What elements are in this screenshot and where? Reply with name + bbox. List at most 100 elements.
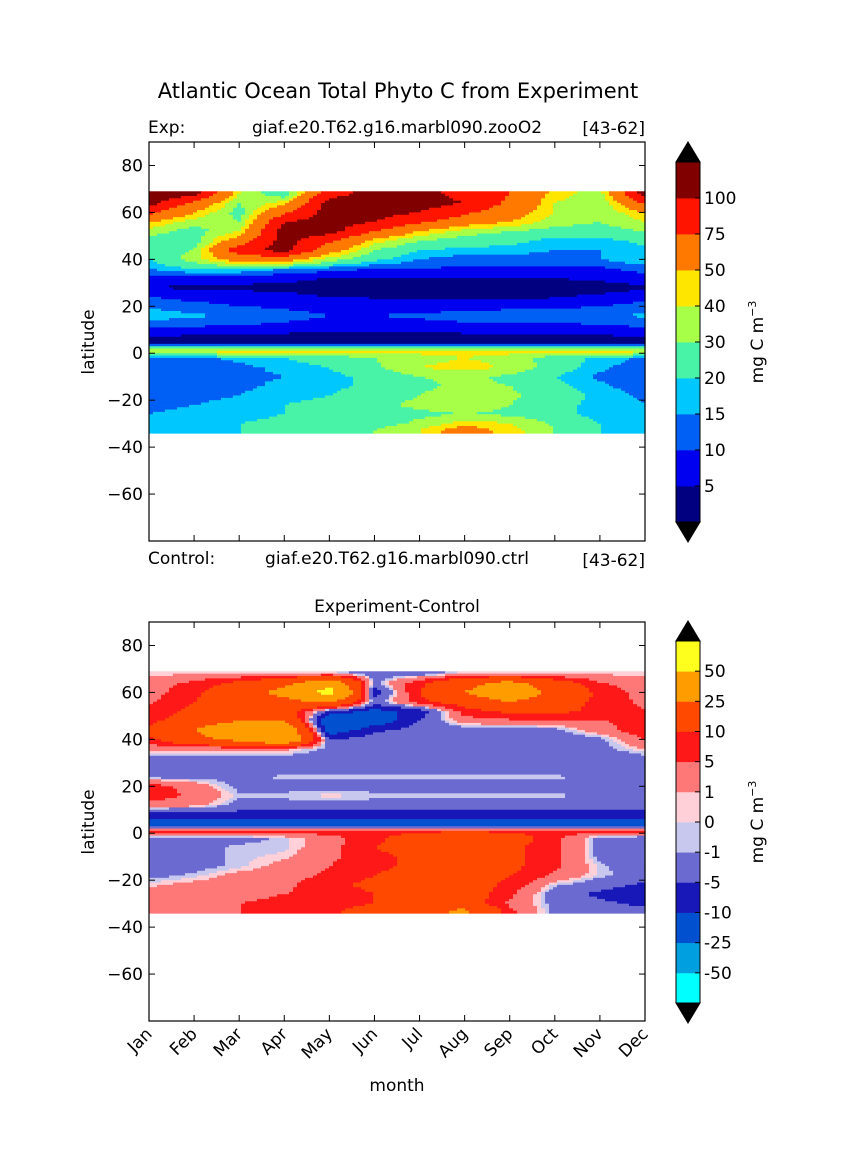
bottom-contour-cell <box>561 863 590 867</box>
top-contour-cell <box>273 273 646 277</box>
bottom-contour-cell <box>545 896 598 900</box>
bottom-contour-cell <box>601 737 610 740</box>
bottom-contour-cell <box>333 861 398 865</box>
bottom-contour-cell <box>293 854 342 858</box>
top-contour-cell <box>389 313 634 317</box>
top-contour-cell <box>569 383 610 387</box>
bottom-contour-cell <box>397 713 426 717</box>
bottom-contour-cell <box>149 798 166 801</box>
top-contour-cell <box>309 362 382 366</box>
bottom-contour-cell <box>581 875 594 879</box>
bottom-contour-cell <box>565 725 618 729</box>
top-contour-cell <box>357 268 622 272</box>
top-contour-cell <box>609 259 646 263</box>
bottom-colorbar-swatch <box>676 822 700 853</box>
bottom-contour-cell <box>285 720 302 724</box>
top-contour-cell <box>149 275 646 279</box>
top-contour-cell <box>149 195 182 199</box>
bottom-contour-cell <box>265 854 294 858</box>
bottom-contour-cell <box>265 741 290 745</box>
bottom-contour-cell <box>309 741 318 745</box>
bottom-contour-cell <box>297 675 342 679</box>
top-contour-cell <box>305 203 322 206</box>
bottom-contour-cell <box>597 870 614 874</box>
bottom-contour-cell <box>349 729 386 733</box>
bottom-contour-cell <box>221 683 294 686</box>
bottom-contour-cell <box>197 781 210 785</box>
bottom-contour-cell <box>389 683 406 686</box>
top-contour-cell <box>613 205 626 209</box>
bottom-contour-cell <box>385 729 566 733</box>
bottom-contour-cell <box>277 774 562 778</box>
top-contour-cell <box>149 315 206 319</box>
top-contour-cell <box>149 414 278 418</box>
bottom-contour-cell <box>317 706 338 710</box>
bottom-contour-cell <box>313 725 318 729</box>
bottom-panel-title: Experiment-Control <box>314 597 480 617</box>
bottom-contour-cell <box>617 901 646 905</box>
top-contour-cell <box>261 306 582 310</box>
top-contour-cell <box>413 259 610 263</box>
bottom-contour-cell <box>449 910 470 914</box>
top-contour-cell <box>185 259 210 263</box>
top-contour-cell <box>557 376 594 380</box>
top-contour-cell <box>149 416 270 420</box>
top-contour-cell <box>597 421 646 425</box>
bottom-contour-cell <box>413 704 434 708</box>
bottom-contour-cell <box>549 889 602 893</box>
bottom-contour-cell <box>369 687 374 691</box>
top-contour-cell <box>341 372 402 375</box>
top-contour-cell <box>609 200 618 204</box>
top-contour-cell <box>317 278 570 282</box>
bottom-contour-cell <box>369 680 374 684</box>
top-contour-cell <box>173 221 246 225</box>
bottom-contour-cell <box>305 840 346 844</box>
bottom-contour-cell <box>389 835 534 839</box>
bottom-contour-cell <box>317 748 618 752</box>
bottom-contour-cell <box>149 823 646 827</box>
bottom-contour-cell <box>513 896 534 900</box>
top-contour-cell <box>613 198 634 202</box>
bottom-contour-cell <box>261 840 290 844</box>
bottom-contour-cell <box>393 697 410 701</box>
top-contour-cell <box>197 217 234 221</box>
top-colorbar-swatch <box>676 414 700 451</box>
top-contour-cell <box>185 252 202 256</box>
bottom-contour-cell <box>445 711 450 715</box>
bottom-contour-cell <box>461 713 646 717</box>
top-contour-cell <box>425 364 494 368</box>
top-contour-cell <box>377 360 450 364</box>
bottom-contour-cell <box>149 699 158 703</box>
bottom-contour-cell <box>213 685 286 689</box>
top-contour-cell <box>585 397 638 401</box>
top-contour-cell <box>189 226 202 230</box>
top-contour-cell <box>277 414 442 418</box>
top-contour-cell <box>641 193 646 197</box>
bottom-contour-cell <box>605 875 646 879</box>
bottom-contour-cell <box>465 706 582 710</box>
bottom-contour-cell <box>629 732 646 736</box>
top-contour-cell <box>149 388 254 392</box>
top-contour-cell <box>213 203 226 206</box>
top-contour-cell <box>521 217 546 221</box>
top-contour-cell <box>453 411 478 415</box>
top-contour-cell <box>149 355 218 359</box>
bottom-contour-cell <box>557 868 590 872</box>
top-colorbar-tick-label: 5 <box>704 477 715 497</box>
top-contour-cell <box>365 221 422 225</box>
bottom-contour-cell <box>625 884 646 888</box>
top-contour-cell <box>157 261 198 265</box>
bottom-contour-cell <box>485 901 506 905</box>
bottom-contour-cell <box>533 837 562 841</box>
top-contour-cell <box>273 249 290 253</box>
top-contour-cell <box>553 430 602 434</box>
bottom-contour-cell <box>561 856 586 860</box>
bottom-contour-cell <box>201 692 270 696</box>
top-contour-cell <box>529 252 602 256</box>
top-contour-cell <box>333 264 370 267</box>
bottom-contour-cell <box>441 715 446 719</box>
bottom-contour-cell <box>621 729 646 733</box>
top-contour-cell <box>253 210 266 214</box>
bottom-contour-cell <box>565 835 590 839</box>
bottom-contour-cell <box>469 692 542 696</box>
